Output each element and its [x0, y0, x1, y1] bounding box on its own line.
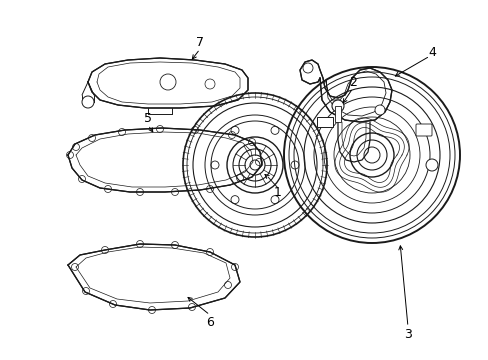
- FancyBboxPatch shape: [415, 124, 431, 136]
- Circle shape: [331, 100, 343, 112]
- Text: 7: 7: [196, 36, 203, 49]
- Circle shape: [374, 105, 384, 115]
- Text: 3: 3: [403, 328, 411, 342]
- Bar: [334, 106, 340, 122]
- Text: 1: 1: [273, 185, 282, 198]
- Polygon shape: [88, 58, 247, 108]
- Polygon shape: [68, 244, 240, 310]
- Circle shape: [160, 74, 176, 90]
- Polygon shape: [299, 60, 391, 122]
- Polygon shape: [68, 128, 262, 192]
- Circle shape: [204, 79, 215, 89]
- Circle shape: [303, 63, 312, 73]
- Circle shape: [82, 96, 94, 108]
- Text: 5: 5: [143, 112, 152, 125]
- Text: 6: 6: [205, 315, 214, 328]
- Text: 4: 4: [427, 45, 435, 59]
- Text: 2: 2: [348, 76, 356, 89]
- Bar: [316, 117, 332, 127]
- Circle shape: [425, 159, 437, 171]
